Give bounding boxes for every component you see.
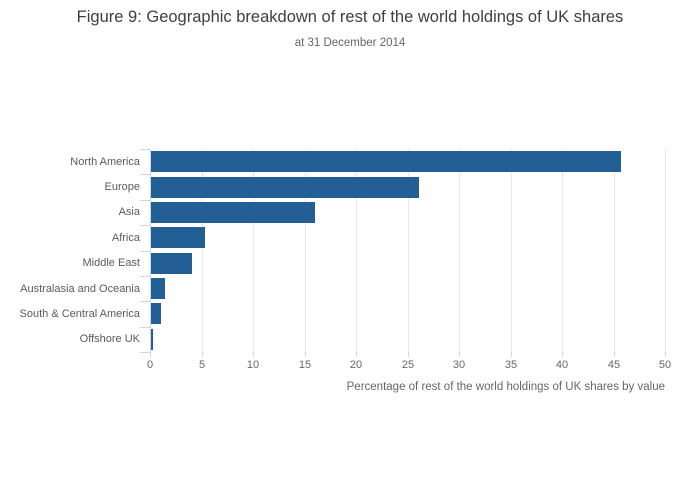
x-axis-tick-label-45: 45 — [607, 359, 621, 371]
category-label-middle-east: Middle East — [82, 257, 140, 269]
category-label-africa: Africa — [111, 232, 140, 244]
bar-south-central-america[interactable] — [151, 303, 161, 324]
bar-europe[interactable] — [151, 177, 419, 198]
category-label-asia: Asia — [118, 206, 140, 218]
bar-australasia-and-oceania[interactable] — [151, 278, 165, 299]
bar-africa[interactable] — [151, 227, 205, 248]
category-axis-tick — [140, 200, 150, 201]
category-label-europe: Europe — [104, 181, 140, 193]
x-axis-title: Percentage of rest of the world holdings… — [346, 381, 665, 393]
gridline-x-35 — [511, 149, 512, 352]
gridline-x-25 — [408, 149, 409, 352]
x-axis-tick-label-25: 25 — [401, 359, 415, 371]
x-axis-tick-15 — [305, 352, 306, 357]
category-axis-tick — [140, 327, 150, 328]
gridline-x-50 — [665, 149, 666, 352]
chart-title: Figure 9: Geographic breakdown of rest o… — [76, 8, 624, 26]
x-axis-tick-label-40: 40 — [555, 359, 569, 371]
x-axis-tick-40 — [562, 352, 563, 357]
category-axis-tick — [140, 149, 150, 150]
x-axis-tick-label-10: 10 — [246, 359, 260, 371]
x-axis-tick-10 — [253, 352, 254, 357]
gridline-x-10 — [253, 149, 254, 352]
x-axis-tick-20 — [356, 352, 357, 357]
category-label-north-america: North America — [70, 156, 140, 168]
category-label-offshore-uk: Offshore UK — [79, 333, 140, 345]
gridline-x-40 — [562, 149, 563, 352]
x-axis-tick-label-50: 50 — [658, 359, 672, 371]
y-axis-line — [150, 149, 151, 352]
x-axis-tick-35 — [511, 352, 512, 357]
x-axis-tick-label-15: 15 — [298, 359, 312, 371]
x-axis-tick-5 — [202, 352, 203, 357]
gridline-x-45 — [614, 149, 615, 352]
x-axis-tick-45 — [614, 352, 615, 357]
bar-middle-east[interactable] — [151, 253, 192, 274]
category-axis-tick — [140, 251, 150, 252]
x-axis-tick-50 — [665, 352, 666, 357]
gridline-x-30 — [459, 149, 460, 352]
category-axis-tick — [140, 301, 150, 302]
category-axis-tick — [140, 276, 150, 277]
bar-offshore-uk[interactable] — [151, 329, 153, 350]
category-axis-tick — [140, 225, 150, 226]
x-axis-tick-label-0: 0 — [146, 359, 154, 371]
plot-area — [150, 149, 666, 352]
x-axis-tick-30 — [459, 352, 460, 357]
gridline-x-15 — [305, 149, 306, 352]
category-axis-tick — [140, 174, 150, 175]
category-label-australasia-and-oceania: Australasia and Oceania — [20, 283, 140, 295]
gridline-x-5 — [202, 149, 203, 352]
bar-asia[interactable] — [151, 202, 315, 223]
x-axis-tick-label-35: 35 — [504, 359, 518, 371]
category-axis-tick — [140, 352, 150, 353]
x-axis-tick-0 — [150, 352, 151, 357]
category-label-south-central-america: South & Central America — [19, 308, 140, 320]
x-axis-tick-label-30: 30 — [452, 359, 466, 371]
x-axis-tick-label-5: 5 — [198, 359, 206, 371]
gridline-x-20 — [356, 149, 357, 352]
x-axis-tick-25 — [408, 352, 409, 357]
x-axis-tick-label-20: 20 — [349, 359, 363, 371]
chart-subtitle: at 31 December 2014 — [294, 37, 406, 49]
bar-north-america[interactable] — [151, 151, 621, 172]
